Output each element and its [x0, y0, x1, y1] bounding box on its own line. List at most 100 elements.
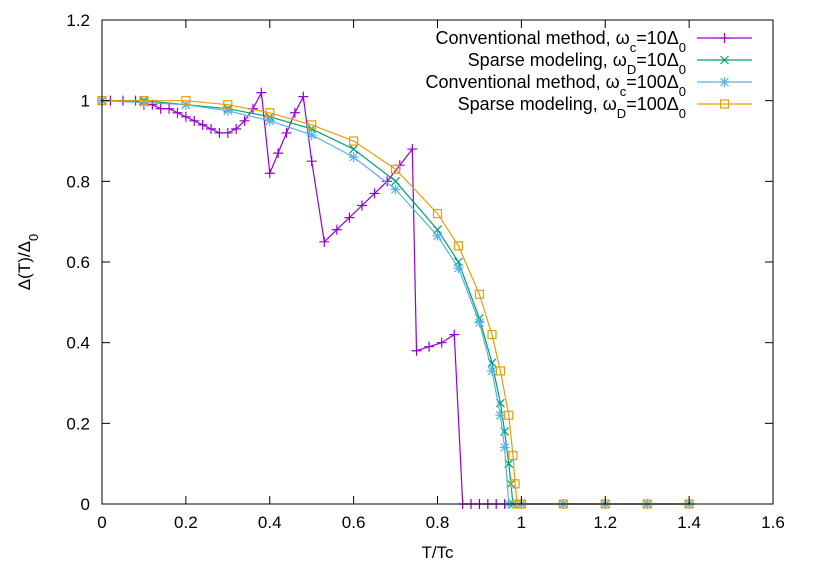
text-part: Sparse modeling, ω [458, 94, 617, 114]
data-point [298, 91, 309, 102]
data-point [719, 99, 730, 109]
data-point [222, 105, 233, 116]
data-point [273, 148, 284, 159]
data-point [495, 366, 506, 376]
data-point [487, 365, 498, 376]
subscript: 0 [679, 40, 686, 55]
x-tick-label: 0.4 [258, 513, 282, 532]
data-point [411, 345, 422, 356]
y-tick-label: 1.2 [66, 11, 90, 30]
data-point [348, 152, 359, 163]
data-point [390, 184, 401, 195]
y-tick-label: 0 [81, 495, 90, 514]
data-point [349, 136, 359, 146]
data-point [424, 341, 435, 352]
data-point [155, 103, 166, 114]
data-point [306, 156, 317, 167]
data-point [222, 127, 233, 138]
y-tick-label: 0.4 [66, 334, 90, 353]
x-tick-label: 1.4 [677, 513, 701, 532]
data-point [181, 96, 191, 106]
plot-frame [101, 19, 774, 505]
data-point [206, 123, 217, 134]
data-point [357, 200, 368, 211]
text-part: Conventional method, ω [426, 72, 620, 92]
data-point [289, 107, 300, 118]
series-line [102, 100, 690, 505]
x-tick-label: 0 [97, 513, 106, 532]
series-2 [97, 96, 694, 509]
plot-area [97, 87, 695, 509]
subscript: 0 [679, 106, 686, 121]
data-point [172, 107, 183, 118]
legend-label: Conventional method, ωc=100Δ0 [426, 72, 686, 99]
legend-label: Sparse modeling, ωD=10Δ0 [468, 50, 686, 77]
data-point [265, 108, 275, 118]
data-point [139, 96, 149, 106]
data-point [449, 329, 460, 340]
subscript: D [617, 106, 626, 121]
data-point [453, 241, 464, 251]
series-3 [97, 95, 695, 509]
data-point [436, 337, 447, 348]
x-tick-label: 1 [517, 513, 526, 532]
data-point [164, 103, 175, 114]
subscript: 0 [679, 84, 686, 99]
data-point [719, 77, 730, 87]
data-point [239, 115, 250, 126]
subscript: c [620, 84, 627, 99]
data-point [390, 164, 401, 174]
subscript: c [630, 40, 637, 55]
data-point [453, 263, 464, 274]
data-point [197, 119, 208, 130]
series-1 [97, 87, 695, 509]
text-part: Conventional method, ω [436, 28, 630, 48]
data-point [214, 127, 225, 138]
data-point [189, 115, 200, 126]
data-point [504, 410, 514, 420]
data-point [264, 115, 275, 126]
data-point [256, 87, 267, 98]
y-tick-label: 0.8 [66, 172, 90, 191]
data-point [344, 212, 355, 223]
text-part: Sparse modeling, ω [468, 50, 627, 70]
x-tick-label: 1.2 [593, 513, 617, 532]
series-line [101, 100, 690, 505]
y-tick-label: 1 [81, 92, 90, 111]
data-point [223, 100, 233, 110]
text-part: =10Δ [636, 28, 679, 48]
data-point [382, 176, 393, 187]
data-point [281, 127, 292, 138]
series-line [102, 100, 690, 505]
series-line [102, 90, 690, 505]
data-point [720, 55, 729, 65]
data-point [474, 317, 485, 328]
data-point [331, 224, 342, 235]
data-point [495, 410, 506, 421]
text-part: =100Δ [626, 72, 679, 92]
series-4 [97, 96, 694, 509]
data-point [369, 188, 380, 199]
data-point [264, 168, 275, 179]
subscript: D [627, 62, 636, 77]
y-axis-label: Δ(T)/Δ0 [15, 234, 41, 290]
data-point [432, 230, 443, 241]
data-point [391, 176, 400, 186]
data-point [231, 123, 242, 134]
x-tick-label: 1.6 [761, 513, 785, 532]
data-point [487, 330, 497, 340]
subscript: 0 [679, 62, 686, 77]
data-point [407, 144, 418, 155]
axes: 0 0.2 0.4 0.6 0.8 1 1.2 1.4 1.6 0 0.2 0.4 0.6 0.8 1 1.2… [15, 11, 785, 562]
data-point [307, 120, 317, 130]
x-tick-label: 0.2 [174, 513, 198, 532]
legend-label: Conventional method, ωc=10Δ0 [436, 28, 686, 55]
subscript: 0 [26, 234, 41, 241]
data-point [474, 289, 485, 299]
data-point [180, 111, 191, 122]
data-point [432, 209, 443, 219]
data-point [499, 442, 510, 453]
data-point [306, 129, 317, 140]
text-part: Δ(T)/Δ [15, 241, 34, 290]
